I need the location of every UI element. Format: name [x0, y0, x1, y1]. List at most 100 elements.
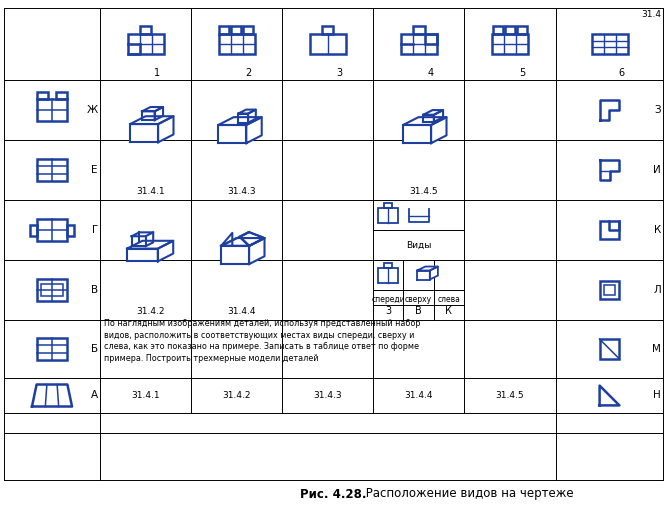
Bar — [505, 25, 515, 34]
Text: 31.4.1: 31.4.1 — [136, 187, 165, 196]
Bar — [31, 225, 37, 236]
Bar — [378, 268, 398, 282]
Text: 31.4.3: 31.4.3 — [313, 391, 342, 400]
Polygon shape — [218, 117, 262, 125]
Polygon shape — [240, 232, 265, 246]
Bar — [309, 34, 345, 54]
Text: М: М — [652, 344, 661, 354]
Polygon shape — [430, 267, 438, 279]
Text: Ж: Ж — [87, 105, 98, 115]
Polygon shape — [248, 110, 256, 122]
Bar — [37, 219, 67, 241]
Bar — [37, 99, 67, 121]
Polygon shape — [154, 107, 163, 120]
Polygon shape — [127, 241, 173, 248]
Text: А: А — [91, 391, 98, 400]
Text: Б: Б — [91, 344, 98, 354]
Polygon shape — [158, 241, 173, 262]
Text: 3: 3 — [337, 68, 343, 78]
Bar — [218, 25, 228, 34]
Polygon shape — [424, 110, 443, 115]
Bar — [41, 284, 63, 296]
Bar — [230, 25, 240, 34]
Polygon shape — [142, 107, 163, 111]
Text: Расположение видов на чертеже: Расположение видов на чертеже — [361, 488, 573, 500]
Text: Виды: Виды — [406, 240, 431, 249]
Polygon shape — [221, 237, 249, 246]
Text: 31.4.5: 31.4.5 — [496, 391, 524, 400]
Text: 31.4.1: 31.4.1 — [131, 391, 160, 400]
Polygon shape — [249, 238, 265, 264]
Bar — [604, 284, 615, 295]
Text: 31.4.3: 31.4.3 — [227, 187, 256, 196]
Bar — [401, 34, 436, 54]
Bar — [218, 34, 255, 54]
Text: слева: слева — [438, 296, 460, 304]
Bar — [493, 25, 503, 34]
Polygon shape — [434, 110, 443, 122]
Polygon shape — [221, 246, 249, 264]
Polygon shape — [218, 125, 246, 143]
Polygon shape — [221, 238, 265, 246]
Bar — [322, 26, 333, 34]
Bar — [413, 26, 426, 34]
Text: сверху: сверху — [405, 296, 432, 304]
Text: Н: Н — [653, 391, 661, 400]
Polygon shape — [130, 116, 174, 124]
Bar — [242, 25, 253, 34]
Text: Л: Л — [653, 285, 661, 295]
Text: 4: 4 — [428, 68, 434, 78]
Text: И: И — [653, 165, 661, 175]
Text: 31.4.2: 31.4.2 — [136, 307, 165, 316]
Bar — [55, 92, 67, 99]
Bar — [600, 220, 619, 239]
Text: 2: 2 — [245, 68, 251, 78]
Polygon shape — [142, 111, 154, 120]
Bar — [128, 34, 164, 54]
Polygon shape — [246, 117, 262, 143]
Polygon shape — [158, 116, 174, 142]
Text: 31.4.4: 31.4.4 — [227, 307, 256, 316]
Bar — [600, 280, 619, 299]
Text: Г: Г — [92, 225, 98, 235]
Polygon shape — [238, 110, 256, 114]
Polygon shape — [431, 117, 446, 143]
Text: В: В — [415, 306, 422, 316]
Text: 1: 1 — [154, 68, 160, 78]
Polygon shape — [418, 267, 438, 270]
Text: З: З — [655, 105, 661, 115]
Bar — [37, 338, 67, 360]
Bar — [492, 34, 528, 54]
Bar — [67, 225, 73, 236]
Polygon shape — [403, 117, 446, 125]
Bar — [140, 26, 151, 34]
Bar — [37, 159, 67, 181]
Bar — [384, 203, 392, 207]
Polygon shape — [424, 115, 434, 122]
Text: К: К — [446, 306, 452, 316]
Text: спереди: спереди — [371, 296, 405, 304]
Text: 31.4.2: 31.4.2 — [222, 391, 250, 400]
Polygon shape — [609, 219, 621, 230]
Text: В: В — [91, 285, 98, 295]
Bar — [591, 34, 627, 54]
Bar — [424, 34, 436, 44]
Text: По наглядным изображениям деталей, используя представленный набор
видов, располо: По наглядным изображениям деталей, испол… — [104, 319, 420, 363]
Text: К: К — [654, 225, 661, 235]
Text: 5: 5 — [519, 68, 525, 78]
Text: 6: 6 — [619, 68, 625, 78]
Text: 31.4.5: 31.4.5 — [409, 187, 438, 196]
Polygon shape — [127, 248, 158, 262]
Bar — [37, 92, 48, 99]
Text: Е: Е — [92, 165, 98, 175]
Text: Рис. 4.28.: Рис. 4.28. — [300, 488, 367, 500]
Text: 31.4.4: 31.4.4 — [404, 391, 433, 400]
Bar — [378, 207, 398, 223]
Polygon shape — [403, 125, 431, 143]
Polygon shape — [238, 114, 248, 122]
Polygon shape — [418, 270, 430, 279]
Bar — [517, 25, 527, 34]
Bar — [37, 279, 67, 301]
Text: 31.4: 31.4 — [641, 10, 661, 19]
Bar — [600, 339, 619, 359]
